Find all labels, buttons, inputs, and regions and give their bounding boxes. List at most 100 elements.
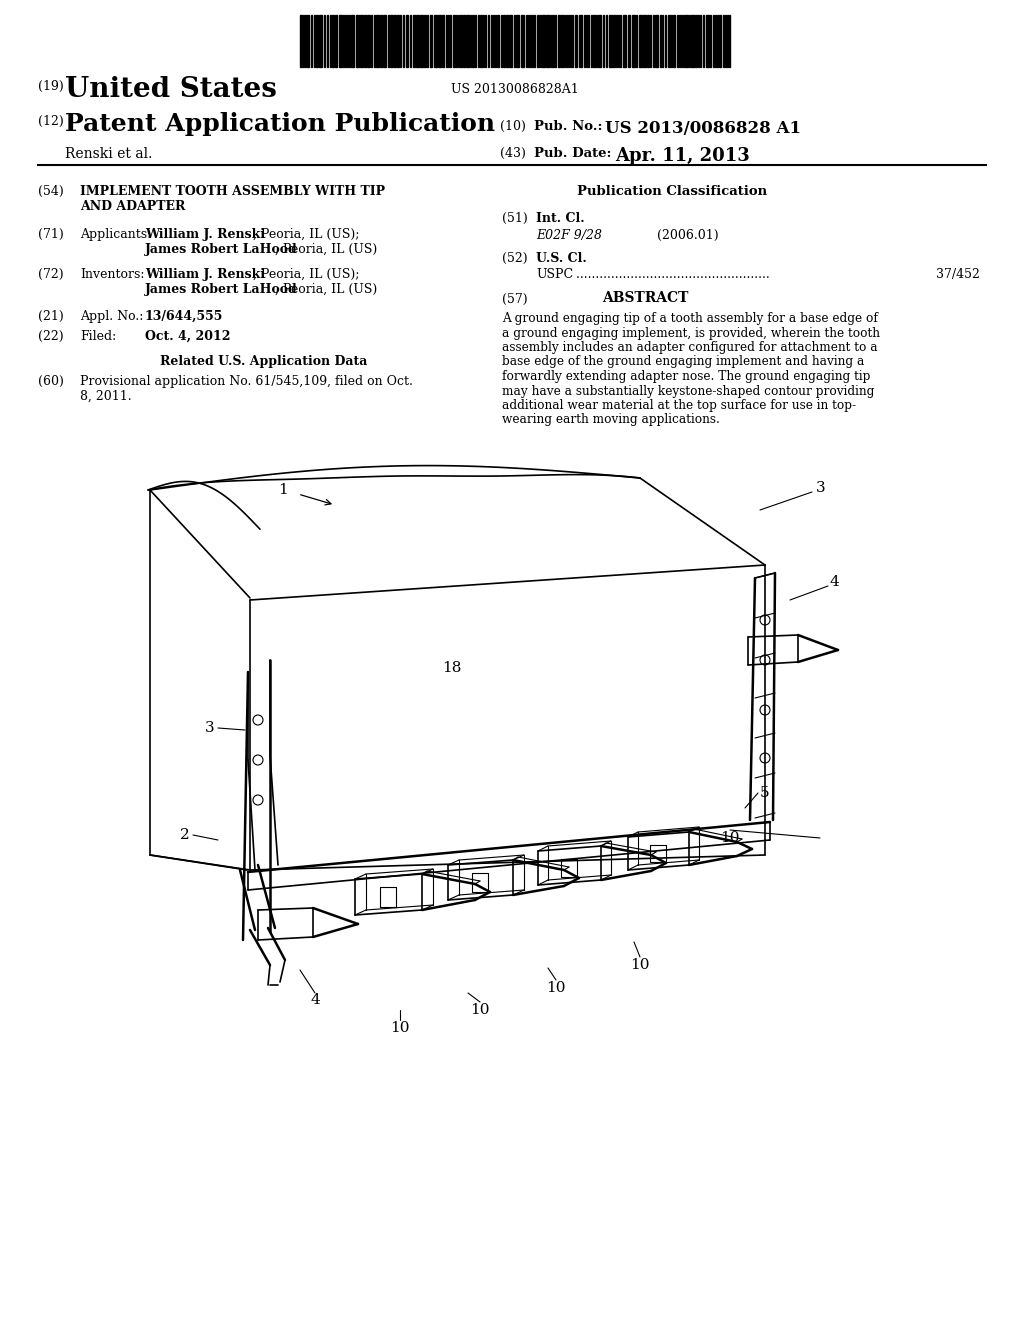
Bar xyxy=(497,15,499,67)
Text: 13/644,555: 13/644,555 xyxy=(145,310,223,323)
Text: (21): (21) xyxy=(38,310,63,323)
Text: (43): (43) xyxy=(500,147,526,160)
Bar xyxy=(434,15,437,67)
Bar xyxy=(632,15,635,67)
Bar xyxy=(316,15,318,67)
Text: base edge of the ground engaging implement and having a: base edge of the ground engaging impleme… xyxy=(502,355,864,368)
Text: (22): (22) xyxy=(38,330,63,343)
Text: (60): (60) xyxy=(38,375,63,388)
Bar xyxy=(394,15,396,67)
Text: Patent Application Publication: Patent Application Publication xyxy=(65,112,496,136)
Bar xyxy=(307,15,309,67)
Text: (12): (12) xyxy=(38,115,63,128)
Text: 4: 4 xyxy=(830,576,840,589)
Text: (54): (54) xyxy=(38,185,63,198)
Text: James Robert LaHood: James Robert LaHood xyxy=(145,282,298,296)
Bar xyxy=(424,15,426,67)
Text: 37/452: 37/452 xyxy=(936,268,980,281)
Bar xyxy=(442,15,444,67)
Bar xyxy=(719,15,721,67)
Bar xyxy=(335,15,337,67)
Text: Pub. No.:: Pub. No.: xyxy=(534,120,602,133)
Bar xyxy=(542,15,545,67)
Text: 10: 10 xyxy=(546,981,565,995)
Bar xyxy=(668,15,670,67)
Bar xyxy=(376,15,379,67)
Bar xyxy=(706,15,709,67)
Text: 1: 1 xyxy=(279,483,288,498)
Bar xyxy=(413,15,415,67)
Text: , Peoria, IL (US): , Peoria, IL (US) xyxy=(275,282,377,296)
Text: USPC: USPC xyxy=(536,268,573,281)
Text: 2: 2 xyxy=(180,828,190,842)
Bar xyxy=(480,15,482,67)
Bar xyxy=(695,15,697,67)
Text: (52): (52) xyxy=(502,252,527,265)
Text: (71): (71) xyxy=(38,228,63,242)
Text: (51): (51) xyxy=(502,213,527,224)
Bar xyxy=(332,15,334,67)
Text: (72): (72) xyxy=(38,268,63,281)
Text: A ground engaging tip of a tooth assembly for a base edge of: A ground engaging tip of a tooth assembl… xyxy=(502,312,878,325)
Bar xyxy=(579,15,582,67)
Text: Renski et al.: Renski et al. xyxy=(65,147,153,161)
Bar xyxy=(430,15,432,67)
Text: US 20130086828A1: US 20130086828A1 xyxy=(452,83,579,96)
Text: AND ADAPTER: AND ADAPTER xyxy=(80,201,185,213)
Bar xyxy=(453,15,455,67)
Bar xyxy=(509,15,512,67)
Bar xyxy=(466,15,469,67)
Bar xyxy=(639,15,642,67)
Text: Related U.S. Application Data: Related U.S. Application Data xyxy=(160,355,368,368)
Text: 10: 10 xyxy=(470,1003,489,1016)
Bar xyxy=(593,15,595,67)
Text: (2006.01): (2006.01) xyxy=(657,228,719,242)
Bar xyxy=(360,15,362,67)
Bar xyxy=(609,15,612,67)
Text: IMPLEMENT TOOTH ASSEMBLY WITH TIP: IMPLEMENT TOOTH ASSEMBLY WITH TIP xyxy=(80,185,385,198)
Text: assembly includes an adapter configured for attachment to a: assembly includes an adapter configured … xyxy=(502,341,878,354)
Text: 3: 3 xyxy=(206,721,215,735)
Text: Oct. 4, 2012: Oct. 4, 2012 xyxy=(145,330,230,343)
Bar xyxy=(420,15,423,67)
Text: , Peoria, IL (US);: , Peoria, IL (US); xyxy=(253,268,359,281)
Bar xyxy=(300,15,302,67)
Bar xyxy=(691,15,694,67)
Bar xyxy=(673,15,675,67)
Bar xyxy=(537,15,539,67)
Text: 10: 10 xyxy=(630,958,650,972)
Text: Int. Cl.: Int. Cl. xyxy=(536,213,585,224)
Bar xyxy=(319,15,322,67)
Text: (10): (10) xyxy=(500,120,526,133)
Bar xyxy=(438,15,441,67)
Text: James Robert LaHood: James Robert LaHood xyxy=(145,243,298,256)
Bar xyxy=(397,15,399,67)
Bar xyxy=(613,15,615,67)
Bar xyxy=(356,15,359,67)
Bar xyxy=(552,15,554,67)
Text: wearing earth moving applications.: wearing earth moving applications. xyxy=(502,413,720,426)
Bar xyxy=(623,15,626,67)
Bar xyxy=(558,15,560,67)
Bar xyxy=(406,15,408,67)
Bar xyxy=(643,15,646,67)
Bar xyxy=(521,15,524,67)
Text: ABSTRACT: ABSTRACT xyxy=(602,290,688,305)
Bar xyxy=(390,15,393,67)
Text: United States: United States xyxy=(65,77,276,103)
Bar xyxy=(503,15,505,67)
Bar xyxy=(685,15,688,67)
Text: Publication Classification: Publication Classification xyxy=(577,185,767,198)
Bar xyxy=(561,15,563,67)
Text: (19): (19) xyxy=(38,81,63,92)
Bar xyxy=(380,15,382,67)
Text: 5: 5 xyxy=(760,785,770,800)
Text: Inventors:: Inventors: xyxy=(80,268,144,281)
Text: may have a substantially keystone-shaped contour providing: may have a substantially keystone-shaped… xyxy=(502,384,874,397)
Bar xyxy=(460,15,462,67)
Text: E02F 9/28: E02F 9/28 xyxy=(536,228,602,242)
Text: 10: 10 xyxy=(390,1020,410,1035)
Text: 10: 10 xyxy=(720,832,739,845)
Bar xyxy=(575,15,577,67)
Text: Applicants:: Applicants: xyxy=(80,228,152,242)
